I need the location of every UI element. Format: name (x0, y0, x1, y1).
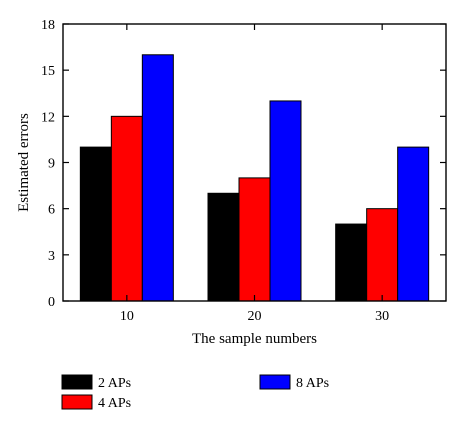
legend-swatch (61, 394, 93, 410)
y-tick-label: 18 (41, 18, 55, 33)
y-tick-label: 6 (48, 203, 55, 218)
y-tick-label: 12 (41, 110, 55, 125)
x-tick-label: 20 (248, 309, 262, 324)
bar-2-aps-30 (335, 223, 368, 302)
legend: 2 APs 4 APs 8 APs (61, 374, 329, 411)
x-tick-label: 30 (375, 309, 389, 324)
bar-4-aps-20 (238, 177, 271, 302)
bar-8-aps-20 (269, 100, 302, 302)
x-axis-label: The sample numbers (192, 331, 317, 347)
bar-4-aps-30 (366, 208, 399, 302)
bar-layer (79, 54, 430, 302)
bar-8-aps-10 (141, 54, 174, 302)
y-tick-label: 0 (48, 295, 55, 310)
y-axis: 0 3 6 9 12 15 18 (41, 18, 446, 310)
y-axis-label: Estimated errors (16, 113, 32, 212)
bar-2-aps-10 (79, 146, 112, 302)
legend-swatch (61, 374, 93, 390)
legend-label: 8 APs (296, 376, 329, 391)
x-axis: 10 20 30 (120, 24, 389, 324)
legend-label: 4 APs (98, 396, 131, 411)
legend-label: 2 APs (98, 376, 131, 391)
bar-8-aps-30 (397, 146, 430, 302)
y-tick-label: 3 (48, 249, 55, 264)
bar-4-aps-10 (110, 115, 143, 302)
y-tick-label: 9 (48, 157, 55, 172)
x-tick-label: 10 (120, 309, 134, 324)
y-tick-label: 15 (41, 64, 55, 79)
bar-2-aps-20 (207, 192, 240, 302)
legend-swatch (259, 374, 291, 390)
